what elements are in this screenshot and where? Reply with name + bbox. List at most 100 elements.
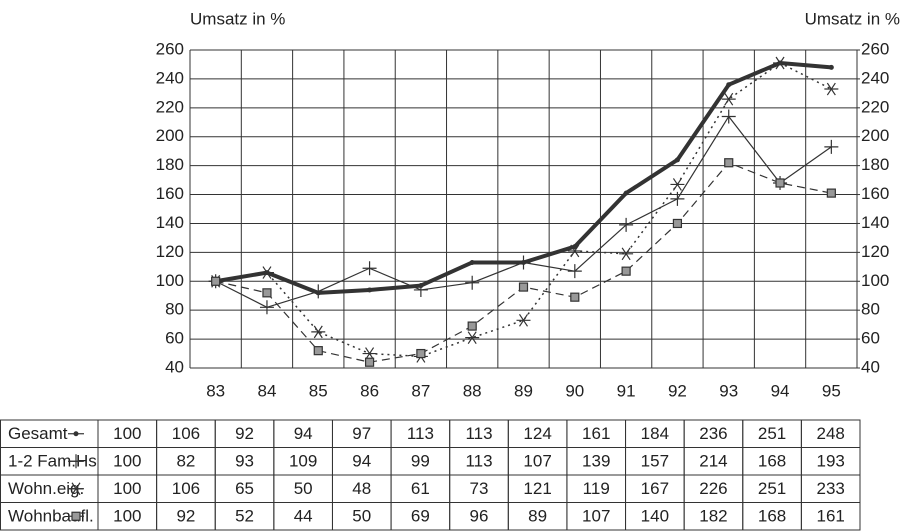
y-tick-label: 220: [156, 97, 184, 116]
table-value: 119: [583, 479, 610, 498]
x-tick-label: 95: [822, 381, 841, 400]
point-marker: [670, 191, 685, 206]
point-marker: [313, 346, 323, 356]
table-value: 113: [407, 424, 434, 443]
x-tick-label: 94: [771, 381, 790, 400]
point-marker: [362, 347, 377, 360]
point-marker: [362, 261, 377, 276]
point-marker: [621, 266, 631, 276]
y2-tick-label: 260: [861, 39, 889, 58]
table-value: 99: [411, 452, 430, 471]
table-value: 168: [758, 452, 786, 471]
table-value: 89: [528, 507, 547, 526]
table-value: 161: [582, 424, 610, 443]
y2-tick-label: 240: [861, 68, 889, 87]
point-marker: [311, 284, 326, 299]
point-marker: [773, 56, 788, 70]
x-tick-label: 85: [309, 381, 328, 400]
table-value: 61: [411, 479, 430, 498]
table-value: 50: [294, 479, 313, 498]
legend-label: Gesamt: [8, 424, 68, 443]
table-value: 233: [817, 479, 845, 498]
table-value: 251: [758, 424, 786, 443]
y-tick-label: 200: [156, 126, 184, 145]
point-marker: [572, 244, 578, 250]
y2-tick-label: 160: [861, 184, 889, 203]
legend-label: 1-2 Fam.Hs: [8, 452, 97, 471]
y-tick-label: 40: [165, 357, 184, 376]
point-marker: [619, 247, 634, 261]
table-value: 226: [699, 479, 727, 498]
y-tick-label: 240: [156, 68, 184, 87]
table-value: 69: [411, 507, 430, 526]
x-tick-label: 91: [617, 381, 636, 400]
table-value: 248: [817, 424, 845, 443]
y2-tick-label: 180: [861, 155, 889, 174]
point-marker: [775, 178, 785, 188]
table-value: 214: [699, 452, 727, 471]
y-tick-label: 60: [165, 329, 184, 348]
table-value: 106: [172, 424, 200, 443]
table-value: 107: [582, 507, 610, 526]
y2-tick-label: 140: [861, 213, 889, 232]
table-value: 93: [235, 452, 254, 471]
table-value: 100: [113, 424, 141, 443]
y2-tick-label: 60: [861, 329, 880, 348]
point-marker: [465, 331, 480, 344]
y-tick-label: 140: [156, 213, 184, 232]
x-tick-label: 88: [463, 381, 482, 400]
x-tick-label: 87: [411, 381, 430, 400]
point-marker: [416, 348, 426, 359]
legend-marker: [71, 511, 81, 521]
y-tick-label: 180: [156, 155, 184, 174]
series-line: [215, 62, 832, 358]
point-marker: [824, 82, 839, 96]
table-value: 251: [758, 479, 786, 498]
y-tick-label: 100: [156, 271, 184, 290]
table-value: 182: [699, 507, 727, 526]
point-marker: [726, 82, 732, 88]
point-marker: [570, 292, 580, 302]
table-value: 106: [172, 479, 200, 498]
table-value: 94: [294, 424, 313, 443]
x-tick-label: 90: [565, 381, 584, 400]
table-value: 121: [523, 479, 551, 498]
point-marker: [828, 64, 834, 70]
table-value: 167: [641, 479, 669, 498]
y-tick-label: 160: [156, 184, 184, 203]
y2-tick-label: 100: [861, 271, 889, 290]
x-tick-label: 83: [206, 381, 225, 400]
point-marker: [672, 218, 683, 229]
x-tick-label: 92: [668, 381, 687, 400]
table-value: 73: [470, 479, 489, 498]
y2-tick-label: 80: [861, 300, 880, 319]
series-line: [215, 115, 832, 308]
legend-marker: [69, 482, 83, 496]
table-value: 50: [352, 507, 371, 526]
table-value: 113: [465, 452, 492, 471]
point-marker: [364, 357, 375, 367]
point-marker: [465, 275, 480, 290]
point-marker: [516, 313, 531, 327]
point-marker: [469, 259, 475, 265]
table-value: 100: [113, 479, 141, 498]
table-value: 44: [294, 507, 313, 526]
table-value: 236: [699, 424, 727, 443]
table-value: 139: [582, 452, 610, 471]
point-marker: [724, 158, 734, 168]
x-tick-label: 93: [719, 381, 738, 400]
table-value: 92: [235, 424, 254, 443]
point-marker: [259, 300, 274, 315]
table-value: 161: [817, 507, 845, 526]
point-marker: [259, 266, 274, 279]
point-marker: [674, 157, 680, 163]
point-marker: [311, 325, 326, 339]
point-marker: [367, 287, 373, 293]
table-value: 100: [113, 452, 141, 471]
y-tick-label: 260: [156, 39, 184, 58]
x-tick-label: 84: [258, 381, 277, 400]
table-value: 168: [758, 507, 786, 526]
point-marker: [567, 244, 582, 258]
point-marker: [826, 188, 836, 198]
